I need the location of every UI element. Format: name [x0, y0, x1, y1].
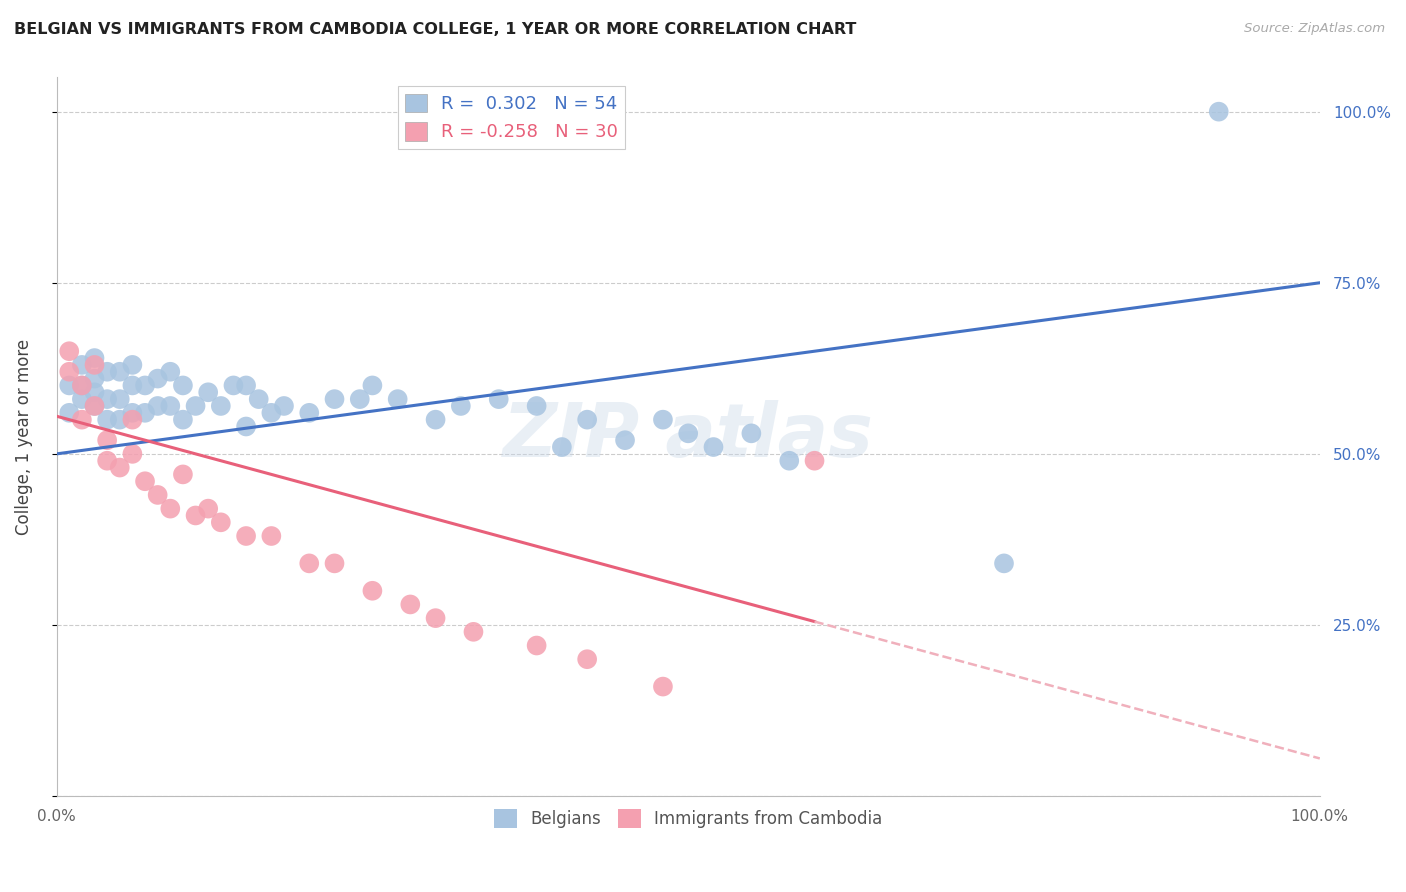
Point [361, 583, 384, 598]
Point [159, 501, 181, 516]
Point [121, 447, 143, 461]
Point [778, 454, 800, 468]
Point [676, 426, 699, 441]
Point [83, 371, 105, 385]
Point [425, 611, 447, 625]
Point [387, 392, 409, 406]
Point [803, 454, 825, 468]
Point [70, 358, 93, 372]
Point [146, 371, 169, 385]
Point [323, 392, 346, 406]
Y-axis label: College, 1 year or more: College, 1 year or more [15, 339, 32, 535]
Point [134, 406, 156, 420]
Point [576, 652, 599, 666]
Point [58, 378, 80, 392]
Text: BELGIAN VS IMMIGRANTS FROM CAMBODIA COLLEGE, 1 YEAR OR MORE CORRELATION CHART: BELGIAN VS IMMIGRANTS FROM CAMBODIA COLL… [14, 22, 856, 37]
Point [96, 412, 118, 426]
Point [652, 412, 675, 426]
Point [349, 392, 371, 406]
Point [70, 378, 93, 392]
Point [121, 378, 143, 392]
Point [70, 412, 93, 426]
Point [83, 351, 105, 365]
Point [146, 488, 169, 502]
Point [96, 392, 118, 406]
Point [70, 392, 93, 406]
Point [273, 399, 295, 413]
Point [702, 440, 724, 454]
Point [361, 378, 384, 392]
Point [108, 412, 131, 426]
Point [134, 475, 156, 489]
Point [108, 365, 131, 379]
Point [197, 385, 219, 400]
Point [108, 392, 131, 406]
Point [96, 365, 118, 379]
Point [260, 406, 283, 420]
Text: ZIP atlas: ZIP atlas [503, 401, 873, 474]
Point [159, 365, 181, 379]
Point [222, 378, 245, 392]
Point [83, 399, 105, 413]
Point [197, 501, 219, 516]
Point [96, 433, 118, 447]
Point [96, 454, 118, 468]
Point [184, 508, 207, 523]
Point [121, 358, 143, 372]
Point [450, 399, 472, 413]
Legend: Belgians, Immigrants from Cambodia: Belgians, Immigrants from Cambodia [486, 802, 890, 835]
Point [58, 344, 80, 359]
Point [58, 365, 80, 379]
Point [83, 385, 105, 400]
Point [108, 460, 131, 475]
Point [159, 399, 181, 413]
Point [463, 624, 485, 639]
Point [235, 378, 257, 392]
Point [425, 412, 447, 426]
Point [235, 529, 257, 543]
Point [488, 392, 510, 406]
Point [740, 426, 762, 441]
Point [209, 516, 232, 530]
Point [247, 392, 270, 406]
Point [235, 419, 257, 434]
Point [323, 557, 346, 571]
Point [146, 399, 169, 413]
Point [298, 406, 321, 420]
Point [121, 406, 143, 420]
Point [83, 399, 105, 413]
Point [184, 399, 207, 413]
Point [993, 557, 1015, 571]
Point [172, 412, 194, 426]
Point [209, 399, 232, 413]
Point [652, 680, 675, 694]
Point [399, 598, 422, 612]
Point [121, 412, 143, 426]
Point [58, 406, 80, 420]
Point [172, 378, 194, 392]
Point [298, 557, 321, 571]
Point [172, 467, 194, 482]
Point [83, 358, 105, 372]
Point [260, 529, 283, 543]
Point [526, 639, 548, 653]
Point [1208, 104, 1230, 119]
Point [134, 378, 156, 392]
Text: Source: ZipAtlas.com: Source: ZipAtlas.com [1244, 22, 1385, 36]
Point [614, 433, 637, 447]
Point [551, 440, 574, 454]
Point [526, 399, 548, 413]
Point [70, 378, 93, 392]
Point [576, 412, 599, 426]
